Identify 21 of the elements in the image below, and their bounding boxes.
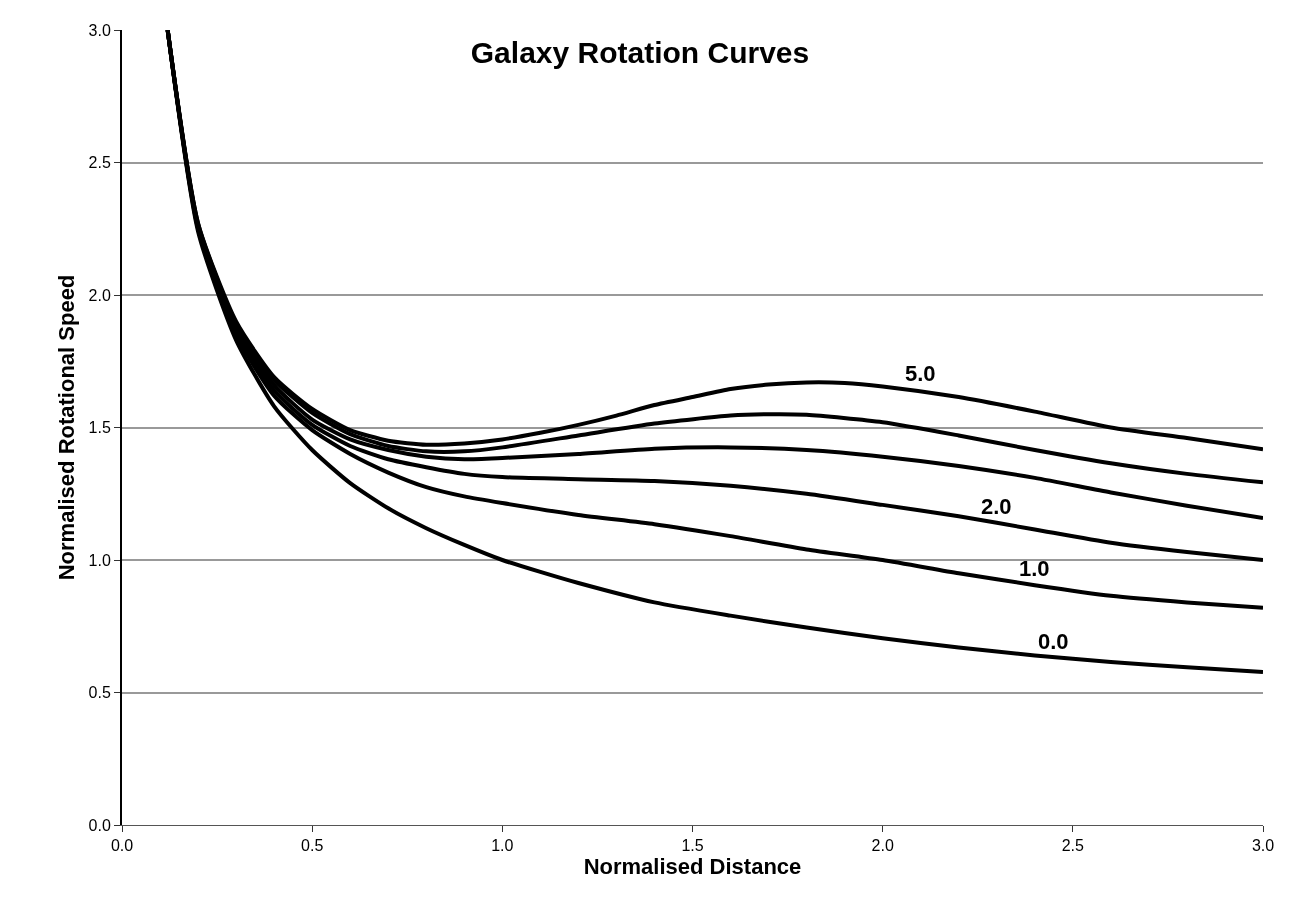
x-tick-label: 3.0 <box>1251 837 1275 855</box>
x-axis-title: Normalised Distance <box>583 854 802 880</box>
x-tick-label: 0.5 <box>301 837 324 855</box>
annotation: 0.0 <box>1038 629 1069 654</box>
x-tick-label: 2.5 <box>1061 837 1085 855</box>
y-tick-label: 2.0 <box>88 286 111 304</box>
y-tick-label: 3.0 <box>88 21 111 39</box>
x-tick-label: 0.0 <box>110 837 134 855</box>
y-tick-label: 1.5 <box>88 419 111 437</box>
y-tick-label: 0.5 <box>88 684 111 702</box>
y-tick-label: 1.0 <box>88 551 111 569</box>
x-tick-label: 1.0 <box>491 837 514 855</box>
annotation: 2.0 <box>981 494 1012 519</box>
x-tick-label: 1.5 <box>681 837 704 855</box>
y-axis-title: Normalised Rotational Speed <box>53 274 79 581</box>
chart-title: Galaxy Rotation Curves <box>470 35 810 69</box>
y-tick-label: 0.0 <box>88 816 111 834</box>
annotation: 5.0 <box>905 361 936 386</box>
y-tick-label: 2.5 <box>88 154 111 172</box>
x-tick-label: 2.0 <box>871 837 894 855</box>
annotation: 1.0 <box>1019 556 1050 581</box>
